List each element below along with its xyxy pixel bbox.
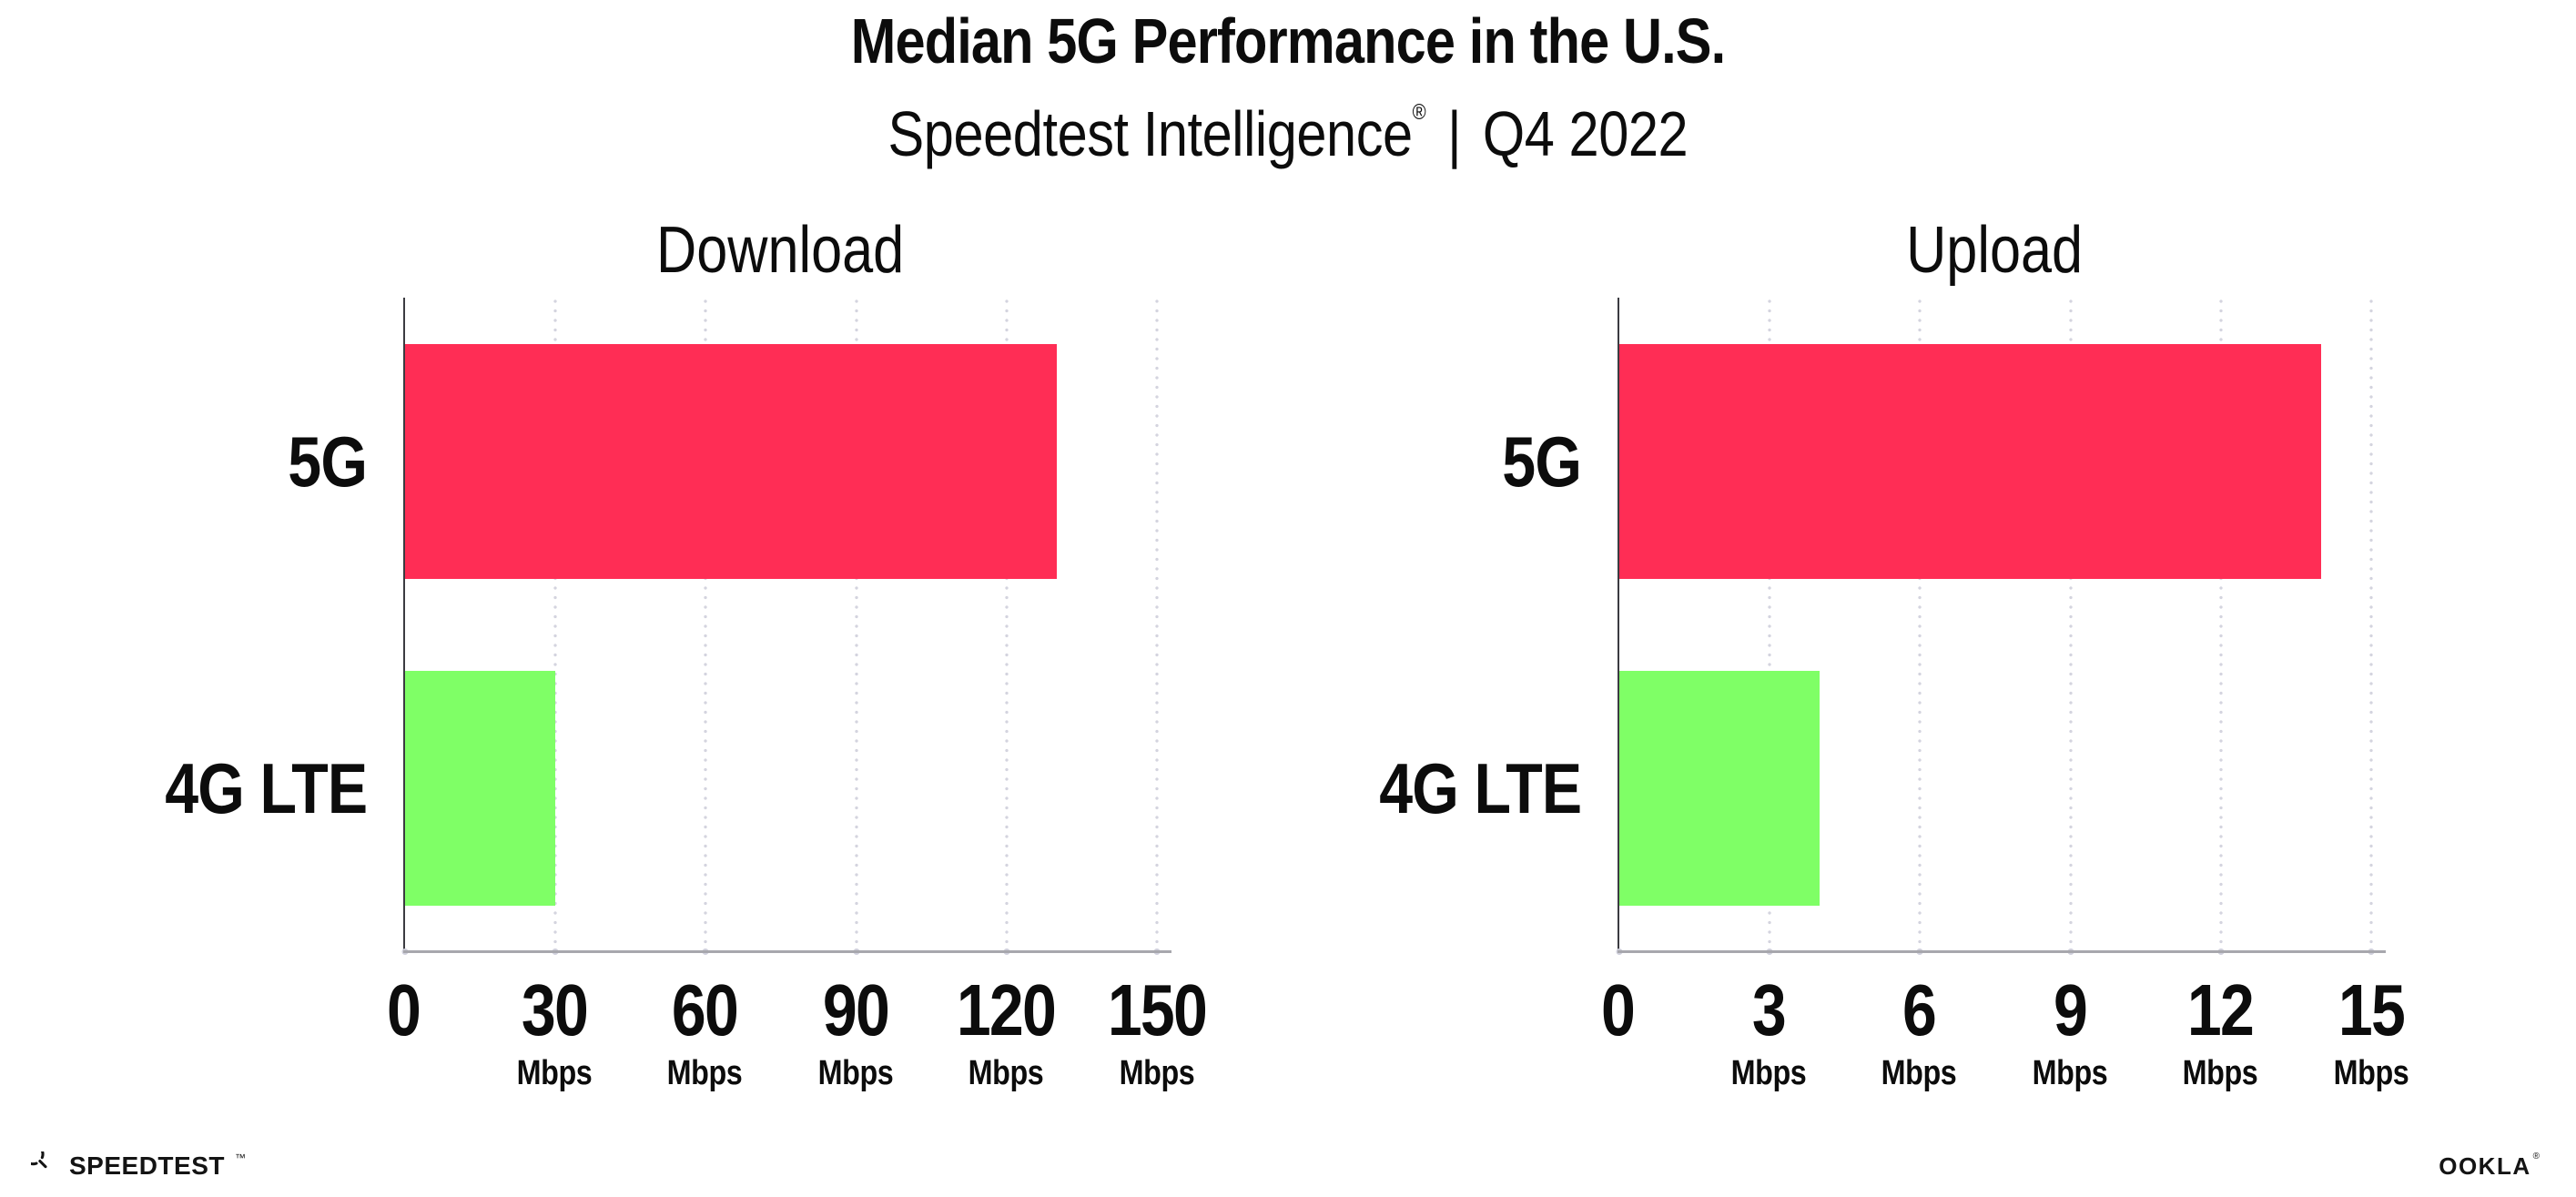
x-tick-value: 0: [1600, 969, 1636, 1050]
gridline-120: [1003, 298, 1009, 950]
upload-category-axis: 5G 4G LTE: [1268, 298, 1618, 950]
download-category-axis: 5G 4G LTE: [0, 298, 403, 950]
x-tick-value: 150: [1107, 969, 1208, 1050]
x-tick-15: 15 Mbps: [2327, 950, 2415, 1092]
upload-plot-area: [1616, 298, 2386, 955]
x-tick-value: 6: [1902, 969, 1937, 1050]
x-tick-30: 30 Mbps: [510, 950, 598, 1092]
x-tick-120: 120 Mbps: [948, 950, 1064, 1092]
upload-bar-4g-lte: [1619, 671, 1820, 906]
x-tick-unit: Mbps: [817, 1054, 894, 1092]
x-tick-0: 0: [1598, 950, 1638, 1047]
speedtest-logo: SPEEDTEST ™: [31, 1151, 246, 1181]
figure-footer: SPEEDTEST ™ OOKLA ®: [0, 1151, 2576, 1197]
gridline-12: [2217, 298, 2224, 950]
figure-subtitle: Speedtest Intelligence® | Q4 2022: [0, 100, 2576, 167]
x-tick-0: 0: [384, 950, 423, 1047]
trademark-mark: ™: [234, 1151, 246, 1164]
x-tick-unit: Mbps: [2032, 1054, 2108, 1092]
upload-x-axis: 0 3 Mbps 6 Mbps 9 Mbps 12 Mbps 15 Mbps: [1601, 950, 2409, 1114]
gridline-150: [1154, 298, 1160, 950]
x-tick-unit: Mbps: [2333, 1054, 2409, 1092]
charts-row: Download 5G 4G LTE 0 30 Mbps 60 Mbps 90 Mbps 120…: [0, 166, 2576, 1114]
download-panel-title: Download: [655, 214, 905, 287]
upload-panel-title: Upload: [1906, 214, 2083, 287]
category-label-5g: 5G: [1502, 421, 1582, 502]
x-tick-unit: Mbps: [1119, 1054, 1195, 1092]
download-x-axis: 0 30 Mbps 60 Mbps 90 Mbps 120 Mbps 150 Mbps: [387, 950, 1208, 1114]
ookla-logo: OOKLA ®: [2439, 1151, 2540, 1181]
subtitle-separator: |: [1447, 98, 1462, 169]
upload-chart-body: 5G 4G LTE: [1268, 298, 2386, 955]
page-title: Median 5G Performance in the U.S.: [0, 9, 2576, 73]
x-tick-3: 3 Mbps: [1724, 950, 1812, 1092]
figure-header: Median 5G Performance in the U.S. Speedt…: [0, 0, 2576, 166]
x-tick-value: 120: [957, 969, 1057, 1050]
gridline-3: [1767, 298, 1773, 950]
x-tick-unit: Mbps: [1730, 1054, 1806, 1092]
category-label-4g-lte: 4G LTE: [164, 748, 368, 828]
registered-mark: ®: [1412, 100, 1426, 125]
upload-chart: Upload 5G 4G LTE 0 3 Mbps 6 Mbps 9 Mbps 12 Mbps 15…: [1268, 166, 2409, 1114]
x-tick-value: 9: [2053, 969, 2088, 1050]
download-chart: Download 5G 4G LTE 0 30 Mbps 60 Mbps 90 Mbps 120…: [0, 166, 1208, 1114]
x-tick-90: 90 Mbps: [811, 950, 899, 1092]
x-tick-value: 90: [822, 969, 890, 1050]
subtitle-brand: Speedtest Intelligence: [887, 98, 1414, 169]
x-tick-unit: Mbps: [516, 1054, 592, 1092]
gridline-30: [553, 298, 559, 950]
x-tick-9: 9 Mbps: [2025, 950, 2114, 1092]
category-label-4g-lte: 4G LTE: [1378, 748, 1582, 828]
speedtest-wordmark: SPEEDTEST: [69, 1151, 225, 1180]
category-label-5g: 5G: [288, 421, 368, 502]
ookla-registered-mark: ®: [2532, 1151, 2540, 1161]
speedtest-gauge-icon: [31, 1151, 60, 1181]
download-plot-area: [401, 298, 1171, 955]
x-tick-unit: Mbps: [1881, 1054, 1957, 1092]
x-tick-60: 60 Mbps: [661, 950, 749, 1092]
x-tick-value: 60: [672, 969, 739, 1050]
x-tick-unit: Mbps: [969, 1054, 1044, 1092]
x-tick-value: 12: [2187, 969, 2255, 1050]
download-bar-4g-lte: [405, 671, 556, 906]
x-tick-unit: Mbps: [2183, 1054, 2258, 1092]
gridline-6: [1917, 298, 1923, 950]
subtitle-period: Q4 2022: [1483, 98, 1689, 169]
x-tick-value: 3: [1751, 969, 1787, 1050]
x-tick-unit: Mbps: [666, 1054, 743, 1092]
gridline-9: [2067, 298, 2074, 950]
gridline-90: [853, 298, 859, 950]
download-bar-5g: [405, 344, 1057, 579]
x-tick-6: 6 Mbps: [1875, 950, 1963, 1092]
upload-bar-5g: [1619, 344, 2321, 579]
page-title-text: Median 5G Performance in the U.S.: [850, 5, 1726, 76]
download-chart-body: 5G 4G LTE: [0, 298, 1171, 955]
gridline-15: [2368, 298, 2374, 950]
ookla-wordmark: OOKLA: [2439, 1151, 2531, 1180]
gridline-60: [703, 298, 709, 950]
x-tick-12: 12 Mbps: [2176, 950, 2265, 1092]
x-tick-value: 0: [386, 969, 421, 1050]
x-tick-value: 15: [2338, 969, 2406, 1050]
x-tick-150: 150 Mbps: [1099, 950, 1214, 1092]
x-tick-value: 30: [521, 969, 588, 1050]
